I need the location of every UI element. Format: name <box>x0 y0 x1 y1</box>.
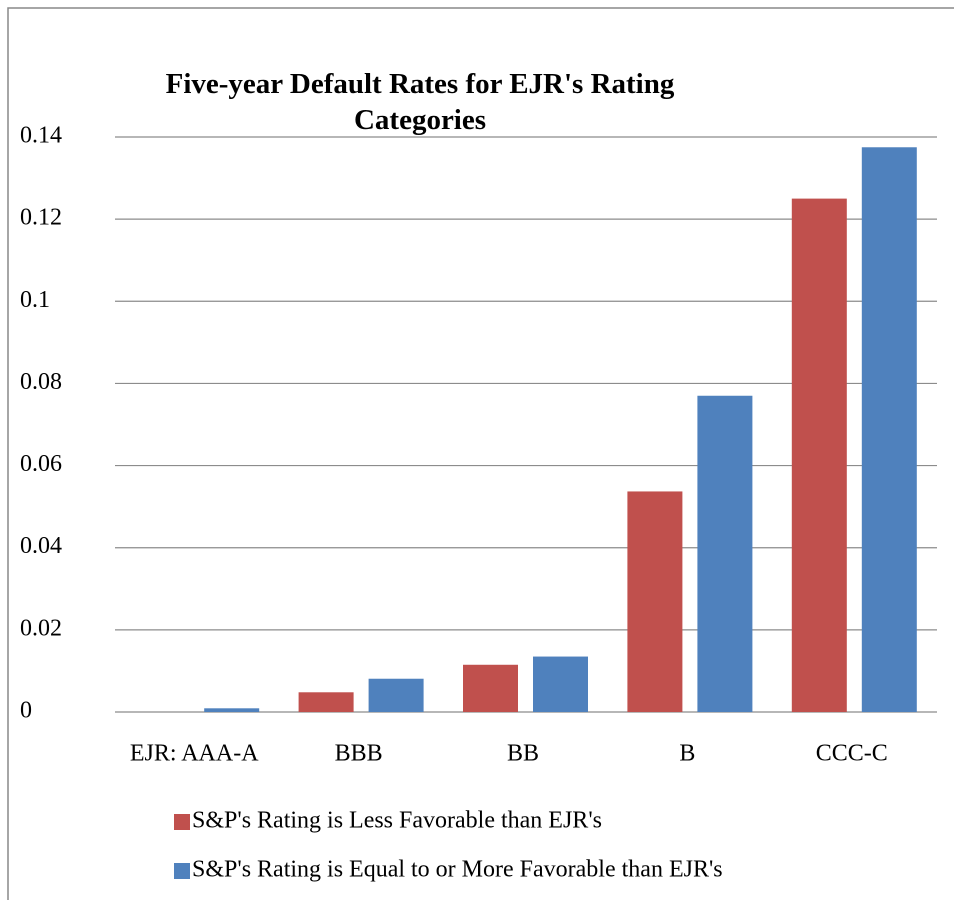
bar <box>697 395 753 712</box>
x-tick-label: BB <box>507 741 539 767</box>
y-tick-label: 0.12 <box>20 205 62 231</box>
legend-swatch <box>174 863 190 879</box>
bar <box>463 664 518 712</box>
y-tick-label: 0.06 <box>20 451 62 477</box>
legend-label: S&P's Rating is Equal to or More Favorab… <box>192 857 723 883</box>
x-tick-label: CCC-C <box>816 741 888 767</box>
y-tick-label: 0.14 <box>20 123 62 149</box>
legend-label: S&P's Rating is Less Favorable than EJR'… <box>192 808 602 834</box>
y-tick-label: 0 <box>20 698 32 724</box>
y-tick-label: 0.02 <box>20 615 62 641</box>
chart-title: Five-year Default Rates for EJR's Rating… <box>165 68 675 136</box>
bar <box>627 491 683 712</box>
x-tick-label: BBB <box>335 741 383 767</box>
chart-frame <box>7 7 954 900</box>
bar <box>298 692 354 712</box>
bar <box>368 678 424 712</box>
x-tick-label: B <box>679 741 695 767</box>
y-tick-label: 0.08 <box>20 369 62 395</box>
y-tick-label: 0.04 <box>20 533 62 559</box>
bar <box>204 708 260 712</box>
x-tick-label: EJR: AAA-A <box>130 741 259 767</box>
bar <box>861 147 917 713</box>
y-tick-label: 0.1 <box>20 287 50 313</box>
legend-swatch <box>174 814 190 830</box>
bar <box>533 656 588 712</box>
bar <box>791 198 847 712</box>
